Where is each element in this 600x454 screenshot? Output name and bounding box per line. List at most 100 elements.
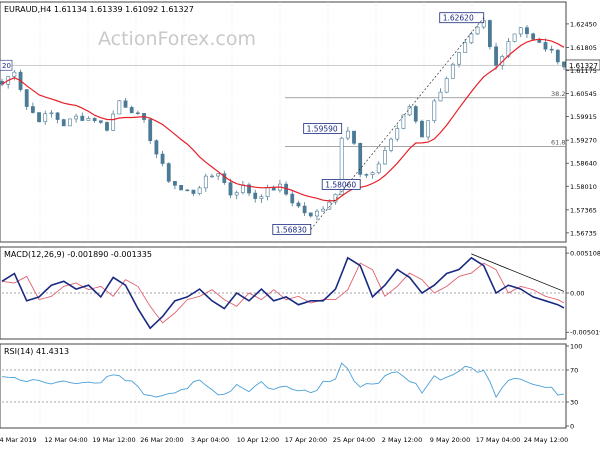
candle-body — [160, 153, 165, 164]
y-tick-label: 1.61175 — [570, 67, 597, 75]
candle-body — [494, 46, 498, 66]
y-axes: 1.62450 1.61805 1.61175 1.60545 1.59915 1.592… — [566, 20, 600, 431]
x-tick-label: 26 Mar 20:00 — [140, 436, 183, 444]
candle-body — [265, 187, 270, 197]
candle-body — [475, 26, 480, 35]
candle-body — [296, 202, 301, 207]
candle-body — [86, 118, 91, 121]
candle-body — [80, 115, 85, 121]
candle-body — [92, 118, 97, 122]
left-marker: 20 — [0, 59, 13, 71]
candle-body — [432, 100, 437, 122]
y-tick-label: 1.58010 — [570, 183, 597, 191]
macd-title: MACD(12,26,9) -0.001890 -0.001335 — [4, 250, 152, 259]
annotation-box — [303, 123, 343, 134]
x-tick-label: 24 May 12:00 — [524, 436, 569, 444]
x-tick-label: 10 Apr 12:00 — [237, 436, 279, 444]
price-annotations: 1.62620 1.59590 1.58060 1.56830 — [12, 12, 566, 235]
y-tick-label: 1.56735 — [570, 229, 597, 237]
candle-body — [543, 42, 548, 50]
y-tick-label: 1.62450 — [570, 20, 597, 28]
left-marker-label: 20 — [2, 62, 11, 70]
y-tick-label: 30 — [570, 399, 578, 407]
y-tick-label: 1.61805 — [570, 44, 597, 52]
candle-body — [24, 89, 29, 107]
candle-body — [444, 78, 449, 93]
candle-body — [247, 184, 251, 194]
candle-body — [179, 185, 183, 191]
candle-body — [555, 49, 560, 63]
y-tick-label: -0.005019 — [570, 329, 600, 337]
candle-body — [129, 107, 134, 114]
candle-body — [12, 71, 17, 77]
candle-body — [135, 112, 140, 114]
candle-body — [315, 210, 319, 217]
candle-body — [370, 172, 375, 175]
candle-body — [74, 115, 79, 120]
candle-body — [123, 100, 128, 108]
x-tick-label: 2 May 12:00 — [382, 436, 422, 444]
y-tick-label: 1.59915 — [570, 113, 597, 121]
candle-body — [512, 33, 517, 42]
candle-body — [117, 100, 122, 115]
candle-body — [531, 33, 536, 40]
macd-line — [1, 256, 565, 330]
candle-body — [358, 143, 363, 175]
y-tick-label: 0.005108 — [570, 250, 600, 258]
candle-body — [345, 130, 350, 139]
annotation-label: 1.56830 — [276, 225, 307, 234]
candle-body — [30, 106, 35, 113]
annotation-box — [321, 179, 361, 190]
candle-body — [562, 61, 566, 68]
candle-body — [154, 140, 159, 155]
candle-body — [389, 138, 393, 151]
y-tick-label: 1.58640 — [570, 160, 597, 168]
candle-body — [98, 120, 103, 123]
x-tick-label: 4 Mar 2019 — [0, 436, 37, 444]
candle-body — [364, 174, 369, 176]
candle-body — [37, 112, 41, 123]
fib-levels: 38.2 61.8 — [285, 90, 566, 147]
candle-body — [61, 119, 66, 127]
candle-body — [469, 33, 474, 44]
candle-body — [401, 114, 406, 129]
x-tick-label: 3 Apr 04:00 — [191, 436, 229, 444]
candle-body — [259, 196, 264, 199]
candle-body — [333, 193, 338, 203]
y-tick-label: 1.59270 — [570, 137, 597, 145]
candle-body — [407, 106, 412, 116]
candle-body — [173, 181, 177, 186]
candle-body — [413, 106, 418, 122]
watermark: ActionForex.com — [98, 28, 256, 50]
rsi-panel-frame — [0, 343, 567, 429]
candle-body — [55, 112, 60, 120]
grid-layer — [39, 2, 521, 428]
candle-body — [383, 150, 387, 165]
x-tick-label: 12 Mar 04:00 — [44, 436, 87, 444]
candle-body — [234, 192, 239, 196]
candle-body — [111, 113, 116, 131]
candle-body — [487, 20, 492, 48]
candle-body — [105, 122, 109, 131]
candle-body — [148, 119, 153, 141]
candle-body — [308, 212, 313, 217]
candle-body — [216, 173, 221, 177]
y-tick-label: 100 — [570, 343, 582, 351]
candle-body — [549, 48, 554, 51]
candle-body — [68, 118, 72, 127]
fib-label: 61.8 — [551, 138, 565, 146]
candle-body — [395, 128, 400, 140]
candle-body — [191, 189, 196, 194]
candles — [0, 17, 566, 221]
rsi-title: RSI(14) 41.4313 — [4, 347, 69, 356]
candle-body — [518, 27, 523, 35]
y-tick-label: 1.57365 — [570, 206, 597, 214]
price-panel-frame — [0, 1, 567, 243]
annotation-label: 1.59590 — [307, 124, 338, 133]
candle-body — [352, 130, 356, 144]
x-tick-label: 19 Mar 12:00 — [92, 436, 135, 444]
rsi-line — [1, 362, 565, 399]
candle-body — [166, 163, 171, 182]
candle-body — [327, 201, 332, 210]
